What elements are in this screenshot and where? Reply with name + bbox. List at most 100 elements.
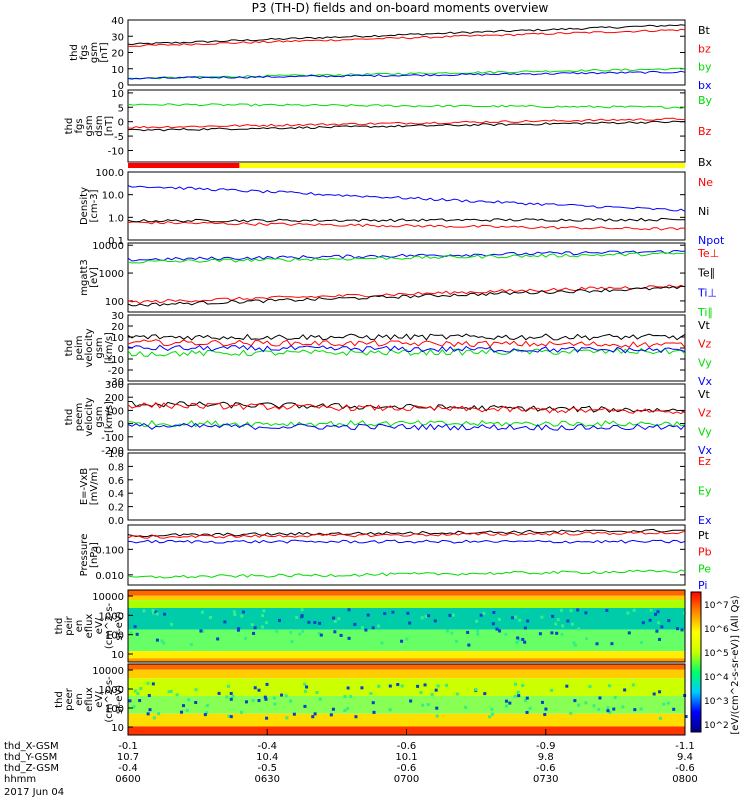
ytick-label: 40 (111, 16, 124, 27)
series-line (127, 347, 686, 357)
spectrogram-cell (610, 642, 614, 646)
spectrogram-cell (672, 707, 676, 711)
spectrogram-cell (573, 699, 577, 703)
spectrogram-cell (605, 608, 609, 612)
series-line (127, 419, 686, 428)
spectrogram-cell (565, 684, 569, 688)
panel-1: thd fgs gsm dsm [nT] -10 -5 0 5 10 By Bz Bx (64, 89, 713, 169)
spectrogram-cell (236, 628, 240, 632)
xaxis-value: -0.6 (675, 763, 695, 774)
spectrogram-cell (313, 712, 317, 716)
ylabel-line: thd (54, 618, 65, 635)
spectrogram-cell (577, 627, 581, 631)
spectrogram-cell (430, 693, 434, 697)
spectrogram-cell (584, 611, 588, 615)
ylabel-line: peim (74, 335, 85, 360)
spectrogram-cell (556, 618, 560, 622)
ytick-label: 0 (118, 118, 124, 129)
colorbar-tick: 10^3 (704, 697, 729, 707)
spectrogram-cell (229, 697, 233, 701)
legend-entry: Vz (698, 338, 712, 351)
ylabel-line: fgs (79, 45, 90, 60)
spectrogram-cell (388, 708, 392, 712)
ylabel-line: [mV/m] (89, 468, 100, 506)
spectrogram-cell (551, 614, 555, 618)
legend-entry: Vt (698, 319, 711, 332)
ylabel-line: thd (64, 340, 75, 357)
xaxis-value: -0.4 (118, 763, 138, 774)
spectrogram-cell (194, 700, 198, 704)
spectrogram-cell (490, 707, 494, 711)
spectrogram-cell (660, 625, 664, 629)
spectrogram-cell (419, 691, 423, 695)
spectrogram-cell (608, 710, 612, 714)
spectrogram-cell (598, 696, 602, 700)
spectrogram-cell (662, 702, 666, 706)
spectrogram-cell (262, 609, 266, 613)
spectrogram-cell (623, 688, 627, 692)
ylabel-line: velocity (84, 397, 95, 436)
ylabel-line: [km/s] (104, 401, 115, 433)
spectrogram-cell (229, 715, 233, 719)
spectrogram-cell (666, 701, 670, 705)
spectrogram-cell (424, 614, 428, 618)
ytick-label: 1000 (99, 611, 124, 622)
spectrogram-cell (504, 699, 508, 703)
ylabel-line: fgs (74, 118, 85, 133)
legend-entry: Pt (698, 529, 710, 542)
spectrogram-cell (467, 643, 471, 647)
spectrogram-cell (560, 632, 564, 636)
spectrogram-cell (289, 699, 293, 703)
xaxis-row-label: thd_Y-GSM (4, 752, 57, 763)
spectrogram-cell (680, 628, 684, 632)
spectrogram-cell (435, 714, 439, 718)
spectrogram-cell (185, 708, 189, 712)
spectrogram-cell (133, 625, 137, 629)
ytick-label: 10 (111, 723, 124, 734)
spectrogram-cell (257, 688, 261, 692)
spectrogram-cell (540, 700, 544, 704)
xaxis-value: -0.6 (397, 763, 417, 774)
panel-frame (127, 171, 686, 241)
series-line (127, 285, 686, 307)
xaxis-value: -0.6 (536, 763, 556, 774)
spectrogram-band (128, 600, 685, 608)
spectrogram-cell (273, 702, 277, 706)
ytick-label: 1000 (99, 685, 124, 696)
colorbar-tick: 10^5 (704, 649, 729, 659)
spectrogram-cell (261, 614, 265, 618)
spectrogram-cell (289, 630, 293, 634)
spectrogram-cell (142, 609, 146, 613)
xaxis-value: 9.4 (677, 752, 693, 763)
spectrogram-cell (200, 610, 204, 614)
spectrogram-cell (606, 709, 610, 713)
spectrogram-cell (290, 640, 294, 644)
ytick-label: 5 (118, 103, 124, 114)
spectrogram-cell (346, 686, 350, 690)
spectrogram-cell (626, 611, 630, 615)
spectrogram-cell (435, 706, 439, 710)
spectrogram-cell (181, 704, 185, 708)
spectrogram-cell (148, 708, 152, 712)
xaxis-value: -0.6 (397, 741, 417, 752)
ylabel-line: [eV] (89, 267, 100, 288)
spectrogram-cell (347, 608, 351, 612)
spectrogram-cell (307, 620, 311, 624)
legend-entry: Ne (698, 176, 713, 189)
spectrogram-cell (466, 630, 470, 634)
panel-3: mgatt3 [eV] 100 1000 10000 Te⊥ Te∥ Ti⊥ Ti∥ (79, 241, 719, 319)
spectrogram-cell (239, 710, 243, 714)
spectrogram-cell (317, 631, 321, 635)
spectrogram-cell (253, 686, 257, 690)
spectrogram-cell (576, 608, 580, 612)
ytick-label: 10 (111, 650, 124, 661)
spectrogram-cell (311, 715, 315, 719)
spectrogram-cell (658, 716, 662, 720)
spectrogram-cell (349, 695, 353, 699)
spectrogram-cell (135, 632, 139, 636)
legend-entry: Te∥ (697, 267, 715, 280)
spectrogram-cell (555, 631, 559, 635)
mode-bar-fast (128, 163, 240, 168)
spectrogram-cell (569, 711, 573, 715)
spectrogram-cell (333, 630, 337, 634)
